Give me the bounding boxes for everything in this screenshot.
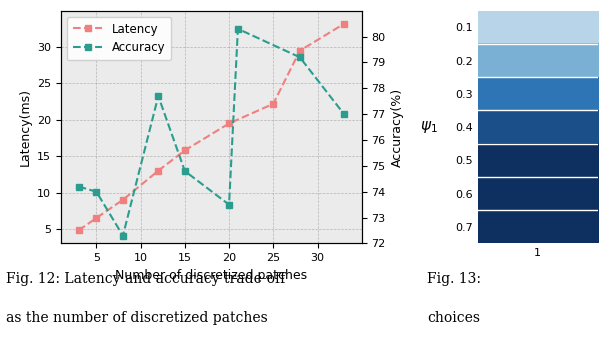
Latency <box>340 22 348 26</box>
Latency <box>225 121 232 126</box>
Y-axis label: Accuracy(%): Accuracy(%) <box>391 87 404 167</box>
Text: Fig. 12: Latency and accuracy trade-off: Fig. 12: Latency and accuracy trade-off <box>6 272 285 286</box>
Accuracy <box>225 203 232 207</box>
Text: Fig. 13:: Fig. 13: <box>427 272 481 286</box>
Text: choices: choices <box>427 311 480 325</box>
Latency <box>119 198 126 202</box>
Latency <box>270 102 277 106</box>
Line: Latency: Latency <box>76 21 347 233</box>
Legend: Latency, Accuracy: Latency, Accuracy <box>67 16 171 61</box>
Latency <box>154 169 162 173</box>
Latency <box>181 148 188 153</box>
Accuracy <box>93 190 100 194</box>
Latency <box>75 228 82 232</box>
Accuracy <box>75 184 82 189</box>
X-axis label: Number of discretized patches: Number of discretized patches <box>115 269 307 282</box>
Accuracy <box>234 27 242 31</box>
Accuracy <box>181 169 188 173</box>
Y-axis label: Latency(ms): Latency(ms) <box>18 88 32 166</box>
Latency <box>296 49 303 53</box>
Y-axis label: $\psi_1$: $\psi_1$ <box>420 119 438 135</box>
Text: as the number of discretized patches: as the number of discretized patches <box>6 311 268 325</box>
Accuracy <box>340 112 348 116</box>
Accuracy <box>154 94 162 98</box>
Line: Accuracy: Accuracy <box>76 26 347 238</box>
Accuracy <box>296 55 303 59</box>
Latency <box>93 216 100 220</box>
Accuracy <box>119 233 126 238</box>
